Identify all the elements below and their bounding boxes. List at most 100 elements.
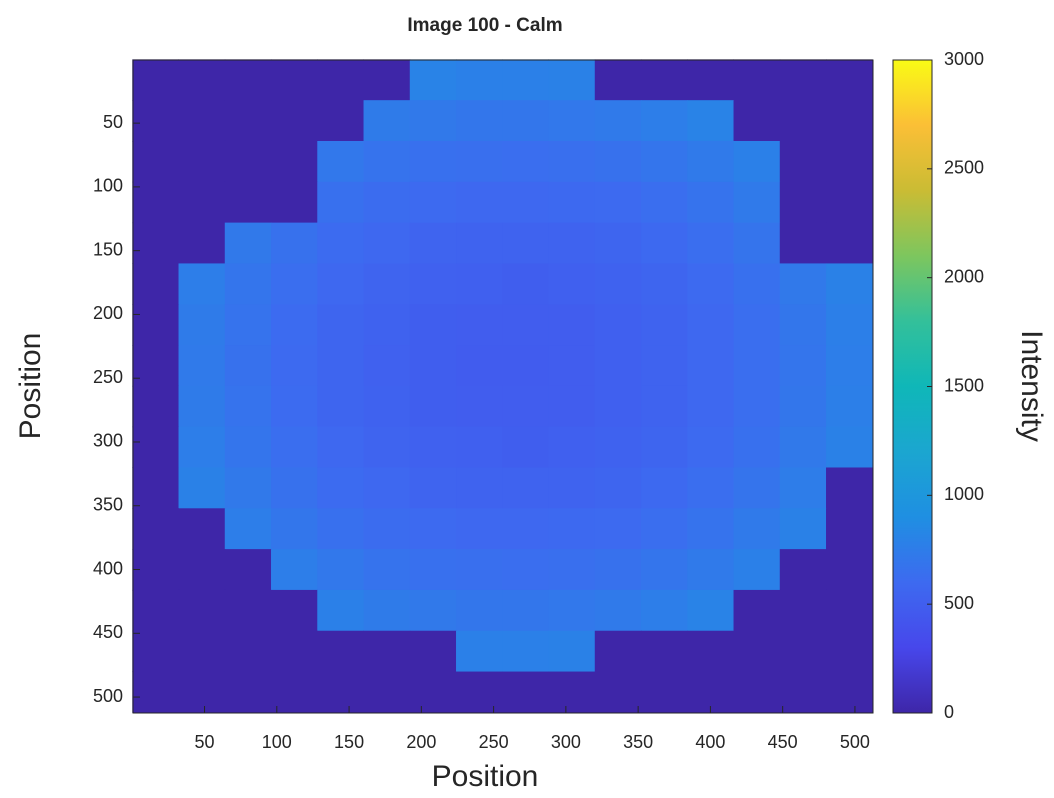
heatmap-cell [549, 223, 596, 264]
heatmap-cell [179, 672, 226, 713]
heatmap-cell [410, 345, 457, 386]
heatmap-cell [641, 386, 688, 427]
heatmap-cell [410, 304, 457, 345]
heatmap-cell [132, 223, 179, 264]
heatmap-cell [595, 427, 642, 468]
heatmap-cell [641, 100, 688, 141]
heatmap-cell [456, 427, 503, 468]
heatmap-cell [179, 386, 226, 427]
heatmap-cell [225, 304, 272, 345]
heatmap-cell [734, 59, 781, 100]
heatmap-cell [826, 100, 873, 141]
heatmap-cell [317, 467, 364, 508]
heatmap-cell [364, 631, 411, 672]
heatmap-cell [780, 304, 827, 345]
heatmap-cell [317, 182, 364, 223]
heatmap-cell [317, 304, 364, 345]
heatmap-cell [734, 263, 781, 304]
heatmap-cell [317, 508, 364, 549]
heatmap-cell [502, 427, 549, 468]
heatmap-cell [456, 141, 503, 182]
heatmap-cell [132, 386, 179, 427]
heatmap-cell [271, 427, 318, 468]
heatmap-cell [641, 590, 688, 631]
heatmap-cell [271, 141, 318, 182]
heatmap-cell [687, 304, 734, 345]
heatmap-cell [687, 223, 734, 264]
heatmap-cell [826, 386, 873, 427]
colorbar-tick-label: 2500 [944, 158, 984, 178]
heatmap-cell [364, 508, 411, 549]
heatmap-cell [734, 386, 781, 427]
heatmap-cell [780, 59, 827, 100]
heatmap-cell [271, 304, 318, 345]
heatmap-cell [734, 549, 781, 590]
heatmap-cell [456, 59, 503, 100]
heatmap-cell [687, 345, 734, 386]
heatmap [132, 59, 873, 713]
heatmap-cell [132, 590, 179, 631]
heatmap-cell [456, 631, 503, 672]
heatmap-cell [317, 59, 364, 100]
heatmap-cell [502, 141, 549, 182]
heatmap-cell [687, 59, 734, 100]
x-tick-label: 200 [406, 732, 436, 752]
heatmap-cell [364, 304, 411, 345]
heatmap-cell [595, 672, 642, 713]
heatmap-cell [364, 386, 411, 427]
y-tick-label: 150 [93, 239, 123, 259]
heatmap-cell [641, 263, 688, 304]
chart-title: Image 100 - Calm [407, 15, 562, 36]
heatmap-cell [826, 182, 873, 223]
heatmap-cell [641, 223, 688, 264]
x-tick-label: 150 [334, 732, 364, 752]
heatmap-cell [179, 508, 226, 549]
heatmap-cell [734, 590, 781, 631]
heatmap-cell [225, 263, 272, 304]
heatmap-cell [179, 263, 226, 304]
heatmap-cell [595, 141, 642, 182]
colorbar-tick-label: 2000 [944, 266, 984, 286]
heatmap-cell [780, 467, 827, 508]
heatmap-cell [595, 304, 642, 345]
heatmap-cell [549, 345, 596, 386]
heatmap-cell [317, 590, 364, 631]
heatmap-cell [364, 427, 411, 468]
heatmap-cell [502, 182, 549, 223]
heatmap-cell [826, 345, 873, 386]
heatmap-cell [687, 590, 734, 631]
heatmap-cell [410, 141, 457, 182]
heatmap-cell [225, 141, 272, 182]
heatmap-cell [734, 508, 781, 549]
heatmap-cell [179, 427, 226, 468]
x-axis-label: Position [432, 760, 539, 793]
heatmap-cell [780, 182, 827, 223]
heatmap-cell [502, 590, 549, 631]
heatmap-cell [826, 631, 873, 672]
heatmap-cell [826, 590, 873, 631]
heatmap-cell [410, 59, 457, 100]
heatmap-cell [132, 263, 179, 304]
heatmap-cell [780, 263, 827, 304]
y-tick-label: 500 [93, 686, 123, 706]
colorbar [893, 60, 932, 713]
heatmap-cell [734, 467, 781, 508]
heatmap-cell [225, 182, 272, 223]
heatmap-cell [271, 590, 318, 631]
heatmap-cell [410, 467, 457, 508]
heatmap-cell [734, 141, 781, 182]
heatmap-cell [641, 672, 688, 713]
heatmap-cell [317, 100, 364, 141]
heatmap-cell [595, 182, 642, 223]
y-tick-label: 450 [93, 622, 123, 642]
heatmap-cell [456, 549, 503, 590]
heatmap-cell [456, 100, 503, 141]
heatmap-cell [225, 467, 272, 508]
heatmap-cell [502, 345, 549, 386]
heatmap-cell [225, 672, 272, 713]
heatmap-cell [317, 386, 364, 427]
heatmap-cell [734, 672, 781, 713]
heatmap-cell [456, 590, 503, 631]
heatmap-cell [687, 100, 734, 141]
heatmap-cell [410, 549, 457, 590]
